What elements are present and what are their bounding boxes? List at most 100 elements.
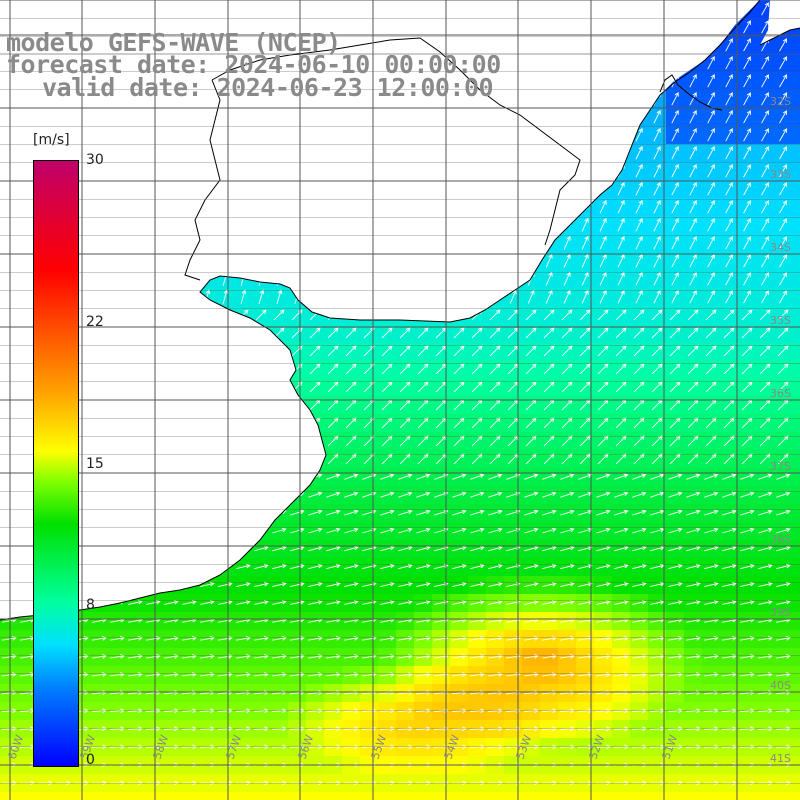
wind-arrow — [707, 289, 715, 304]
wind-arrow — [276, 289, 283, 304]
wind-arrow — [563, 253, 571, 268]
wind-arrow — [596, 545, 611, 552]
wind-arrow — [722, 672, 737, 677]
wind-arrow — [615, 381, 627, 393]
wind-arrow — [614, 636, 629, 641]
wind-arrow — [545, 253, 553, 268]
wind-arrow — [578, 527, 593, 534]
wind-arrow — [743, 164, 751, 178]
wind-arrow — [761, 146, 769, 160]
speed-cell — [792, 270, 800, 289]
speed-cell — [792, 450, 800, 469]
wind-arrow — [561, 345, 573, 357]
wind-arrow — [452, 527, 467, 534]
wind-arrow — [416, 473, 431, 480]
wind-arrow — [471, 435, 483, 447]
wind-arrow — [579, 363, 591, 375]
wind-arrow — [707, 181, 715, 196]
wind-arrow — [398, 636, 413, 641]
wind-arrow — [542, 636, 557, 641]
wind-arrow — [614, 527, 629, 534]
wind-arrow — [309, 363, 321, 375]
wind-arrow — [614, 545, 629, 552]
wind-arrow — [453, 363, 465, 375]
wind-arrow — [671, 91, 679, 106]
wind-arrow — [689, 217, 697, 232]
wind-arrow — [309, 381, 321, 393]
wind-arrow — [37, 780, 53, 786]
wind-arrow — [416, 509, 431, 516]
wind-arrow — [326, 636, 341, 641]
wind-arrow — [579, 327, 591, 339]
wind-arrow — [416, 491, 431, 498]
speed-cell — [432, 792, 451, 800]
wind-arrow — [668, 672, 683, 677]
wind-arrow — [524, 473, 539, 480]
wind-arrow — [381, 345, 393, 357]
speed-cell — [468, 792, 487, 800]
speed-cell — [414, 792, 433, 800]
speed-cell — [792, 252, 800, 271]
wind-arrow — [19, 780, 35, 786]
wind-arrow — [326, 654, 341, 659]
wind-arrow — [488, 491, 503, 498]
wind-arrow — [596, 636, 611, 641]
wind-arrow — [525, 327, 537, 339]
wind-arrow — [777, 381, 789, 393]
wind-arrow — [758, 636, 773, 641]
wind-arrow — [633, 309, 645, 321]
wind-arrow — [240, 289, 247, 304]
wind-arrow — [326, 473, 341, 480]
wind-arrow — [272, 672, 287, 677]
wind-arrow — [416, 527, 431, 534]
wind-arrow — [272, 527, 287, 534]
wind-arrow — [345, 363, 357, 375]
wind-arrow — [308, 636, 323, 641]
wind-arrow — [779, 200, 787, 214]
wind-arrow — [669, 435, 681, 447]
wind-arrow — [488, 527, 503, 534]
wind-arrow — [632, 563, 647, 570]
wind-arrow — [488, 473, 503, 480]
wind-arrow — [686, 545, 701, 552]
wind-arrow — [2, 636, 17, 641]
wind-arrow — [326, 545, 341, 552]
speed-cell — [0, 792, 19, 800]
wind-arrow — [635, 127, 643, 142]
wind-arrow — [452, 636, 467, 641]
wind-arrow — [777, 309, 789, 321]
wind-arrow — [91, 780, 107, 786]
wind-arrow — [758, 654, 773, 659]
wind-arrow — [398, 527, 413, 534]
speed-cell — [666, 792, 685, 800]
wind-arrow — [398, 654, 413, 659]
colorbar-tick-label: 22 — [86, 313, 104, 330]
wind-arrow — [542, 491, 557, 498]
wind-arrow — [542, 509, 557, 516]
wind-arrow — [398, 509, 413, 516]
wind-arrow — [689, 145, 697, 160]
wind-arrow — [469, 780, 485, 786]
wind-arrow — [653, 109, 661, 124]
wind-arrow — [218, 672, 233, 677]
wind-arrow — [635, 181, 643, 196]
wind-arrow — [596, 581, 611, 588]
speed-cell — [792, 180, 800, 199]
title-forecast-date: forecast date: 2024-06-10 00:00:00 — [6, 50, 501, 79]
wind-arrow — [596, 654, 611, 659]
speed-cell — [144, 792, 163, 800]
wind-arrow — [653, 289, 661, 304]
wind-arrow — [559, 780, 575, 786]
wind-arrow — [289, 780, 305, 786]
lat-label: 37S — [770, 460, 791, 473]
wind-arrow — [635, 145, 643, 160]
wind-arrow — [669, 309, 681, 321]
wind-arrow — [723, 435, 735, 447]
speed-cell — [576, 792, 595, 800]
wind-arrow — [326, 563, 341, 570]
wind-arrow — [704, 581, 719, 588]
wind-arrow — [146, 672, 161, 677]
lat-label: 38S — [770, 533, 791, 546]
colorbar-tick-label: 30 — [86, 152, 104, 168]
speed-cell — [792, 396, 800, 415]
